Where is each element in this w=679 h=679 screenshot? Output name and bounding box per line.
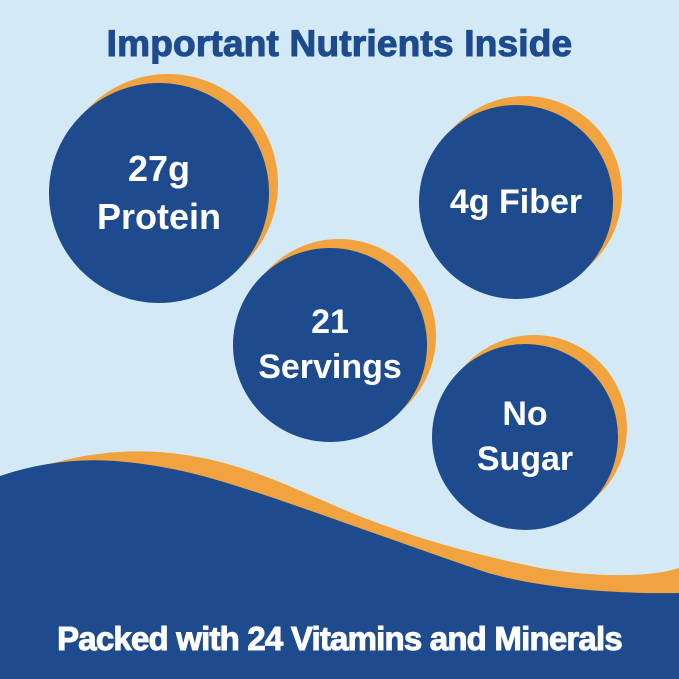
badge-disc: No Sugar bbox=[432, 344, 618, 530]
badge-disc: 21 Servings bbox=[233, 248, 427, 442]
badge-line-1: No bbox=[502, 395, 548, 434]
wave-navy-body bbox=[0, 460, 679, 679]
badge-line-2: Protein bbox=[96, 196, 221, 237]
badge-disc: 27g Protein bbox=[49, 83, 269, 303]
nutrient-badge-sugar: No Sugar bbox=[432, 335, 627, 530]
badge-line-1: 4g Fiber bbox=[449, 182, 583, 221]
badge-disc: 4g Fiber bbox=[419, 105, 613, 299]
badge-line-1: 27g bbox=[127, 148, 191, 190]
footer-tagline: Packed with 24 Vitamins and Minerals bbox=[57, 620, 624, 658]
nutrient-badge-protein: 27g Protein bbox=[49, 74, 278, 303]
badge-line-2: Servings bbox=[258, 348, 402, 386]
nutrient-badge-servings: 21 Servings bbox=[233, 239, 436, 442]
nutrient-badge-fiber: 4g Fiber bbox=[419, 96, 622, 299]
badge-line-1: 21 bbox=[311, 303, 349, 342]
badge-line-2: Sugar bbox=[476, 440, 574, 478]
bottom-wave-graphic bbox=[0, 451, 679, 679]
page-title: Important Nutrients Inside bbox=[106, 22, 573, 64]
